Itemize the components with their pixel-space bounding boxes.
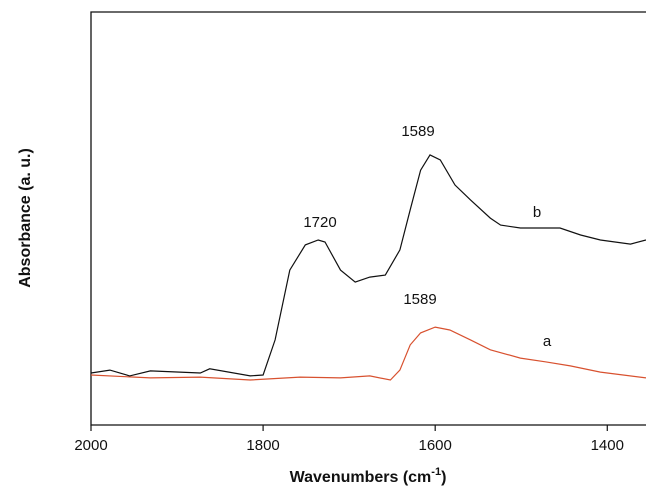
x-axis-title: Wavenumbers (cm-1) [290, 466, 447, 486]
x-tick-label: 1600 [418, 437, 451, 454]
x-tick-label: 1800 [246, 437, 279, 454]
x-axis-title-sup: -1 [431, 466, 441, 478]
y-axis-title: Absorbance (a. u.) [17, 148, 34, 288]
peak-label: 1589 [401, 123, 434, 140]
plot-frame [90, 11, 646, 426]
x-axis-title-end: ) [441, 469, 446, 486]
peak-label: 1589 [403, 291, 436, 308]
x-tick-label: 1400 [591, 437, 624, 454]
series-label: a [543, 333, 552, 350]
series-line [90, 154, 646, 377]
series-line [90, 326, 646, 381]
peak-label: 1720 [303, 214, 336, 231]
x-axis-title-main: Wavenumbers (cm [290, 469, 432, 486]
x-tick-label: 2000 [74, 437, 107, 454]
series-label: b [533, 204, 541, 221]
